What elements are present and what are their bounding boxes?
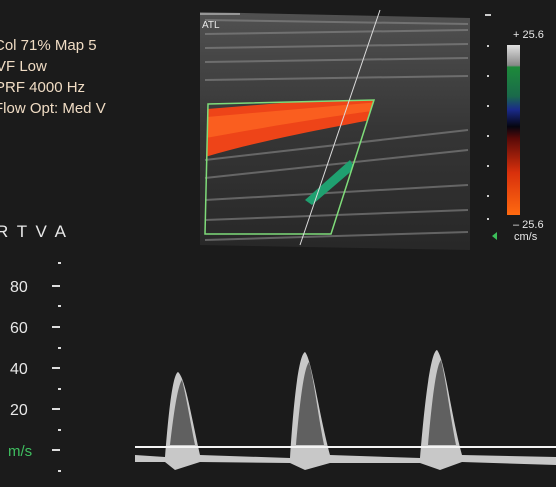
scale-label: 60 (10, 320, 28, 337)
scale-unit: m/s (8, 443, 32, 460)
setting: PRF 4000 Hz (0, 79, 85, 96)
setting: Flow Opt: Med V (0, 100, 106, 117)
scale-label: 80 (10, 279, 28, 296)
scale-label: 40 (10, 361, 28, 378)
scale-min: – 25.6 (513, 219, 544, 231)
scale-max: + 25.6 (513, 29, 544, 41)
setting: VF Low (0, 58, 47, 75)
setting: Col 71% Map 5 (0, 37, 97, 54)
scale-label: 20 (10, 402, 28, 419)
b-mode-image (195, 10, 470, 250)
color-bar (507, 45, 520, 215)
ultrasound-screen: ATL Col 71% Map 5 VF Low PRF 4000 Hz Flo… (0, 0, 556, 487)
scale-unit: cm/s (514, 231, 538, 243)
logo: ATL (202, 20, 220, 31)
vessel-label: R T V A (0, 222, 68, 241)
